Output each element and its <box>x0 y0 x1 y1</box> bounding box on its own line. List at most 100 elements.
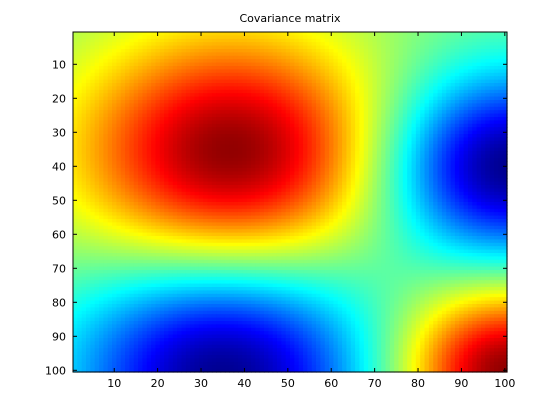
heatmap-cell <box>246 79 252 84</box>
heatmap-cell <box>146 106 152 111</box>
heatmap-cell <box>259 154 265 159</box>
heatmap-cell <box>272 127 278 132</box>
heatmap-cell <box>185 83 191 87</box>
heatmap-cell <box>246 96 252 101</box>
heatmap-cell <box>99 62 104 67</box>
heatmap-cell <box>112 42 117 47</box>
heatmap-cell <box>424 106 430 111</box>
heatmap-cell <box>376 161 382 166</box>
heatmap-cell <box>194 134 200 138</box>
heatmap-cell <box>233 52 239 57</box>
heatmap-cell <box>107 191 113 196</box>
heatmap-cell <box>428 191 434 196</box>
heatmap-cell <box>272 198 278 203</box>
heatmap-cell <box>90 52 96 57</box>
heatmap-cell <box>168 93 174 98</box>
heatmap-cell <box>450 174 456 179</box>
heatmap-cell <box>320 181 326 186</box>
heatmap-cell <box>498 59 504 64</box>
heatmap-cell <box>129 113 135 118</box>
heatmap-cell <box>268 59 274 64</box>
heatmap-cell <box>272 96 278 101</box>
heatmap-cell <box>290 120 295 125</box>
heatmap-cell <box>242 52 248 57</box>
heatmap-cell <box>489 178 495 183</box>
heatmap-cell <box>424 195 430 200</box>
heatmap-cell <box>476 86 482 91</box>
heatmap-cell <box>363 49 369 53</box>
heatmap-cell <box>459 62 465 67</box>
heatmap-cell <box>207 106 213 111</box>
heatmap-cell <box>333 103 339 108</box>
heatmap-cell <box>394 38 400 43</box>
heatmap-cell <box>142 140 148 145</box>
heatmap-cell <box>415 66 421 70</box>
heatmap-cell <box>307 76 313 81</box>
heatmap-cell <box>168 38 174 43</box>
heatmap-cell <box>472 69 478 74</box>
heatmap-cell <box>77 32 83 36</box>
heatmap-cell <box>420 113 426 118</box>
heatmap-cell <box>350 103 356 108</box>
heatmap-cell <box>298 89 304 94</box>
heatmap-cell <box>355 195 361 200</box>
heatmap-cell <box>454 86 460 91</box>
heatmap-cell <box>246 42 252 47</box>
heatmap-cell <box>467 161 473 166</box>
heatmap-cell <box>333 168 339 172</box>
heatmap-cell <box>359 191 365 196</box>
heatmap-cell <box>324 120 330 125</box>
heatmap-cell <box>138 113 144 118</box>
heatmap-cell <box>255 103 261 108</box>
heatmap-cell <box>233 127 239 132</box>
heatmap-cell <box>476 113 482 118</box>
heatmap-cell <box>216 66 222 70</box>
heatmap-cell <box>307 110 313 115</box>
heatmap-cell <box>142 52 148 57</box>
heatmap-cell <box>459 89 465 94</box>
heatmap-cell <box>194 49 200 53</box>
heatmap-cell <box>450 62 456 67</box>
heatmap-cell <box>307 188 313 193</box>
heatmap-cell <box>168 161 174 166</box>
heatmap-cell <box>454 76 460 81</box>
heatmap-cell <box>389 89 395 94</box>
heatmap-cell <box>485 144 491 149</box>
heatmap-cell <box>433 110 439 115</box>
heatmap-cell <box>350 188 356 193</box>
heatmap-cell <box>467 191 473 196</box>
heatmap-cell <box>420 100 426 104</box>
heatmap-cell <box>346 127 352 132</box>
heatmap-cell <box>116 100 122 104</box>
heatmap-cell <box>376 185 382 189</box>
heatmap-cell <box>159 161 165 166</box>
heatmap-cell <box>480 164 486 169</box>
heatmap-cell <box>463 55 469 60</box>
heatmap-cell <box>368 130 374 135</box>
heatmap-cell <box>389 164 395 169</box>
heatmap-cell <box>389 198 395 203</box>
heatmap-cell <box>411 157 417 162</box>
heatmap-cell <box>337 151 343 155</box>
heatmap-cell <box>485 35 491 40</box>
heatmap-cell <box>103 113 109 118</box>
heatmap-cell <box>311 66 317 70</box>
heatmap-cell <box>86 154 91 159</box>
heatmap-cell <box>407 83 413 87</box>
heatmap-cell <box>441 178 447 183</box>
heatmap-cell <box>311 195 317 200</box>
heatmap-cell <box>476 45 482 50</box>
heatmap-cell <box>276 198 282 203</box>
heatmap-cell <box>394 178 400 183</box>
heatmap-cell <box>324 198 330 203</box>
heatmap-cell <box>125 103 131 108</box>
heatmap-cell <box>337 35 343 40</box>
heatmap-cell <box>142 137 148 142</box>
heatmap-cell <box>424 45 430 50</box>
heatmap-cell <box>307 42 313 47</box>
heatmap-cell <box>194 181 200 186</box>
heatmap-cell <box>81 62 87 67</box>
heatmap-cell <box>437 188 443 193</box>
heatmap-cell <box>133 103 139 108</box>
heatmap-cell <box>407 144 413 149</box>
